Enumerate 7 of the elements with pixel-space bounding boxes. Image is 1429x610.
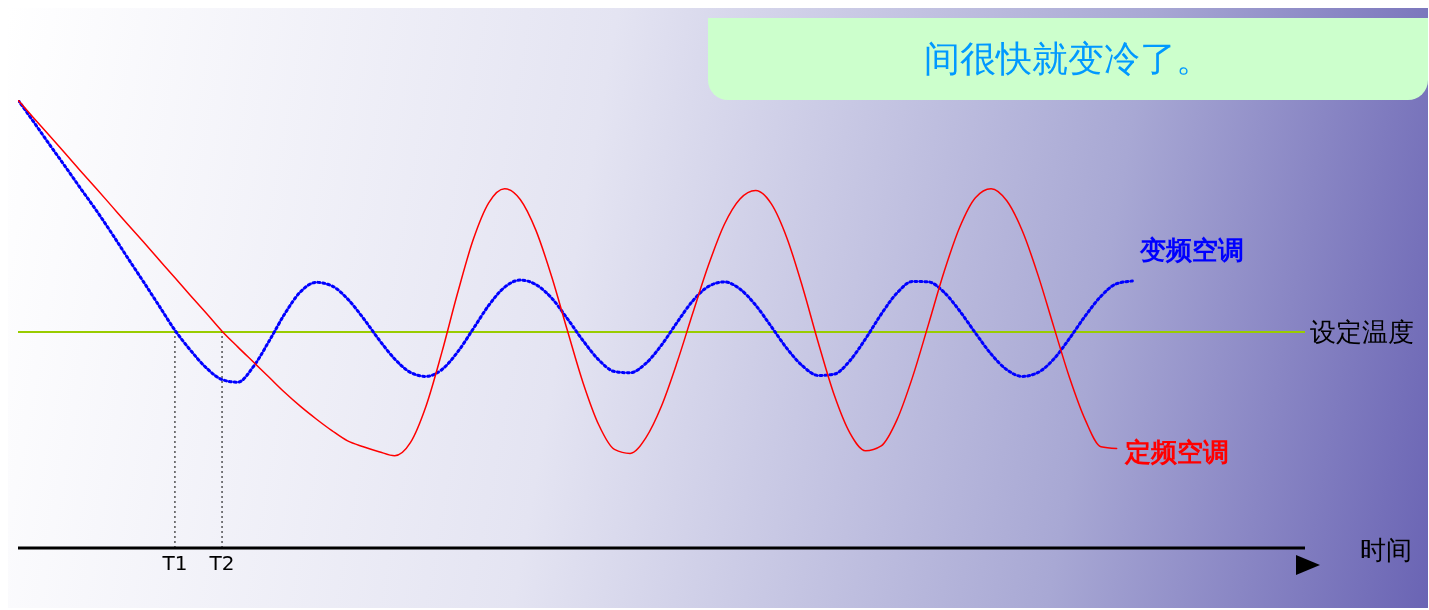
series-label: 变频空调 bbox=[1139, 234, 1245, 265]
x-tick-label: T1 bbox=[161, 551, 188, 576]
x-tick-label: T2 bbox=[208, 551, 235, 576]
text: 间很快就变冷了。 bbox=[708, 18, 1428, 100]
series-label: 定频空调 bbox=[1123, 436, 1229, 467]
x-axis-title: 时间 bbox=[1360, 534, 1412, 567]
ref-line-label: 设定温度 bbox=[1310, 317, 1414, 348]
